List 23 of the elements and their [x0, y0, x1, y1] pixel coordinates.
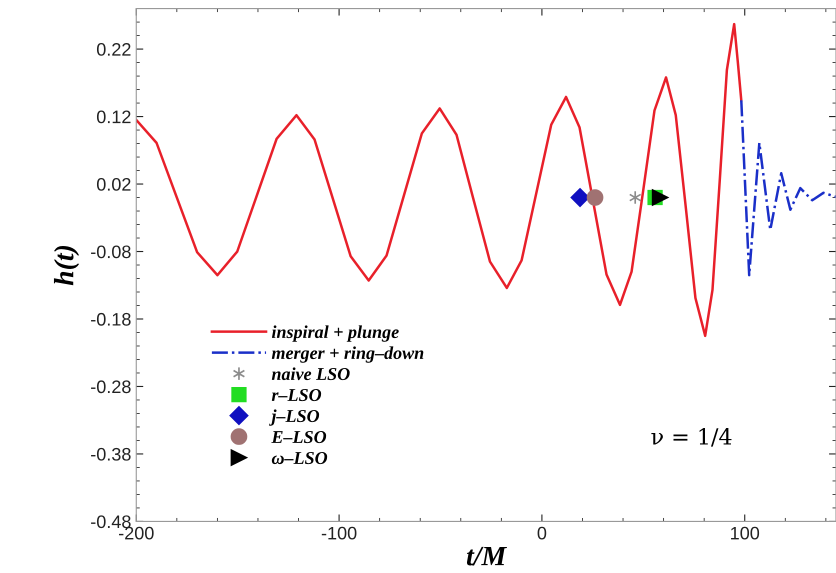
- legend-label: inspiral + plunge: [272, 325, 399, 342]
- legend-label: r–LSO: [272, 388, 322, 402]
- y-tick-label: -0.48: [91, 515, 131, 528]
- y-tick-label: 0.02: [96, 178, 131, 191]
- y-tick-label: -0.18: [91, 312, 131, 326]
- legend-label: j–LSO: [269, 409, 320, 426]
- legend-label: ω–LSO: [272, 452, 328, 464]
- x-axis-title: t/M: [466, 546, 507, 566]
- annotation: ν = 1/4: [651, 428, 732, 447]
- y-tick-label: 0.22: [96, 43, 131, 56]
- x-tick-label: -200: [119, 526, 154, 540]
- y-tick-label: -0.38: [91, 448, 131, 461]
- y-tick-label: 0.12: [96, 110, 131, 124]
- legend-label: merger + ring–down: [272, 346, 424, 363]
- y-axis-title: h(t): [54, 246, 80, 286]
- x-tick-label: 100: [731, 526, 760, 540]
- x-tick-label: 0: [538, 526, 546, 540]
- legend-label: naive LSO: [272, 367, 350, 380]
- x-tick-label: -100: [322, 526, 356, 540]
- line-series: [740, 99, 836, 276]
- legend-label: E–LSO: [271, 430, 326, 444]
- y-tick-label: -0.28: [91, 380, 131, 394]
- y-tick-label: -0.08: [91, 245, 131, 258]
